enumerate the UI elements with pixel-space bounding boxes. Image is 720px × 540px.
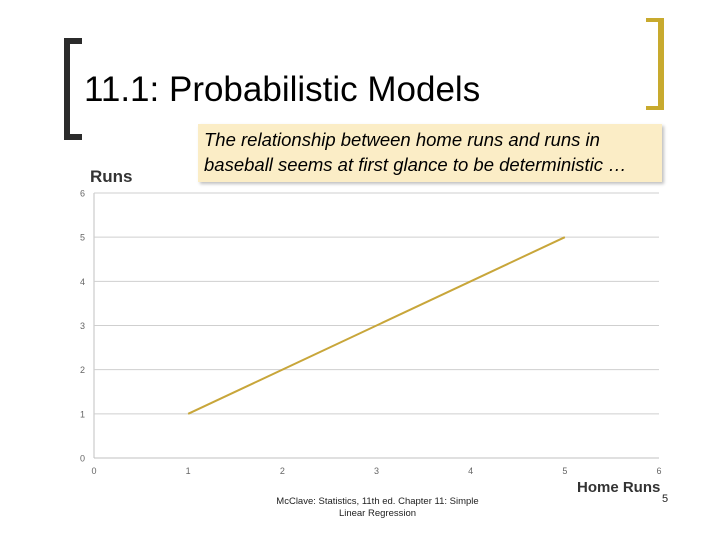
callout-box: The relationship between home runs and r… — [198, 124, 662, 182]
x-tick-label: 4 — [468, 466, 473, 476]
slide-footer: McClave: Statistics, 11th ed. Chapter 11… — [250, 496, 505, 520]
footer-line-1: McClave: Statistics, 11th ed. Chapter 11… — [276, 496, 479, 507]
series-line-0 — [187, 236, 566, 415]
footer-line-2: Linear Regression — [338, 508, 417, 519]
callout-line-1: The relationship between home runs and r… — [204, 129, 600, 150]
y-tick-label: 4 — [80, 277, 85, 287]
page-number: 5 — [662, 493, 669, 505]
title-bracket-left — [64, 38, 82, 140]
y-tick-label: 3 — [80, 321, 85, 331]
x-tick-label: 0 — [91, 466, 96, 476]
x-axis-label: Home Runs — [577, 479, 661, 496]
y-tick-label: 5 — [80, 233, 85, 243]
gridlines — [94, 192, 659, 415]
y-axis-label: Runs — [90, 167, 133, 186]
y-tick-label: 6 — [80, 189, 85, 199]
x-tick-labels: 0 1 2 3 4 5 6 — [91, 466, 661, 476]
y-tick-label: 2 — [80, 365, 85, 375]
callout-line-2: baseball seems at first glance to be det… — [204, 154, 627, 175]
x-tick-label: 6 — [656, 466, 661, 476]
title-bracket-right — [646, 18, 664, 110]
y-tick-label: 0 — [80, 454, 85, 464]
y-tick-labels: 0 1 2 3 4 5 6 — [80, 189, 85, 464]
series-lines — [187, 236, 566, 415]
slide-title: 11.1: Probabilistic Models — [84, 70, 481, 109]
x-tick-label: 2 — [280, 466, 285, 476]
x-tick-label: 3 — [374, 466, 379, 476]
x-tick-label: 1 — [186, 466, 191, 476]
y-tick-label: 1 — [80, 409, 85, 419]
x-tick-label: 5 — [562, 466, 567, 476]
